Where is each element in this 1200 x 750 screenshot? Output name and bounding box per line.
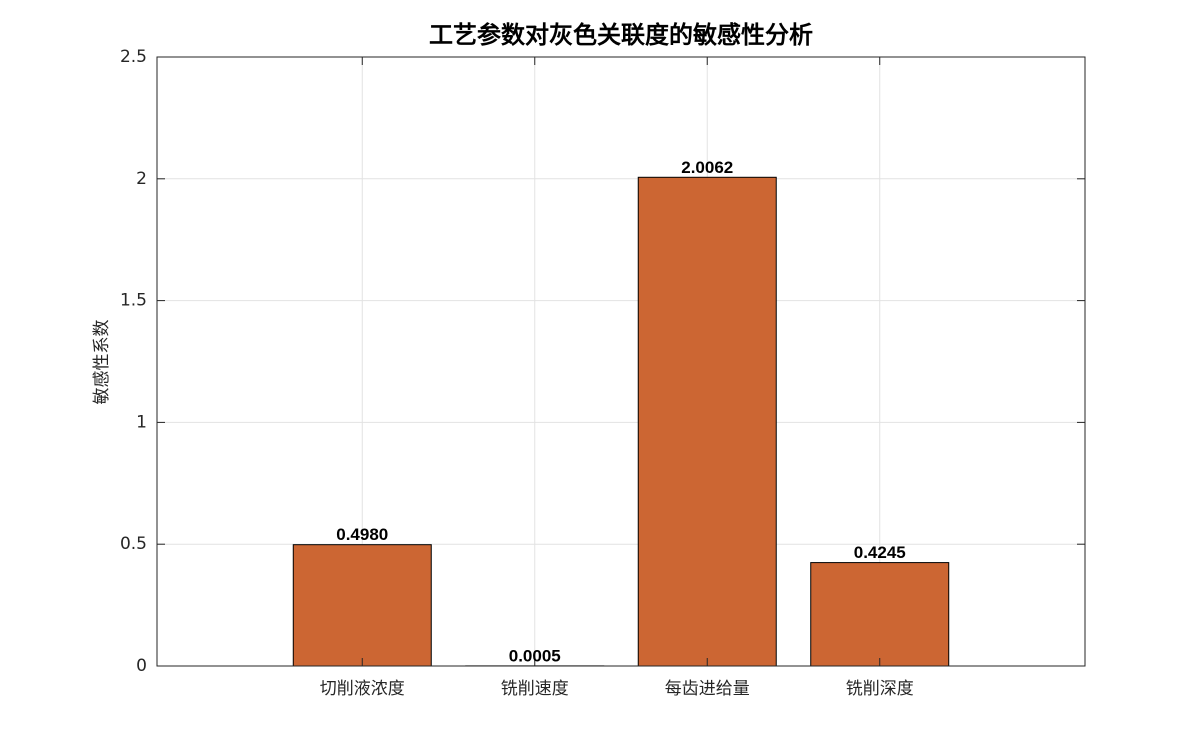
chart-title: 工艺参数对灰色关联度的敏感性分析 <box>429 21 813 49</box>
plot-frame <box>156 56 1086 667</box>
value-label: 0.4980 <box>336 525 388 544</box>
x-tick-label: 切削液浓度 <box>320 679 405 699</box>
bar <box>637 176 777 667</box>
y-tick-label: 0.5 <box>120 534 147 554</box>
y-tick-label: 1.5 <box>120 291 147 311</box>
value-label: 2.0062 <box>681 158 733 177</box>
value-label: 0.0005 <box>509 646 561 665</box>
value-label: 0.4245 <box>854 543 906 562</box>
y-tick-label: 2.5 <box>120 47 147 67</box>
y-axis-label: 敏感性系数 <box>92 320 112 405</box>
x-tick-label: 铣削深度 <box>846 679 914 699</box>
x-tick-label: 铣削速度 <box>501 679 569 699</box>
bar <box>810 562 950 667</box>
y-tick-label: 2 <box>136 169 147 189</box>
y-tick-label: 1 <box>136 412 147 432</box>
bar <box>292 544 432 667</box>
x-tick-label: 每齿进给量 <box>665 679 750 699</box>
y-tick-label: 0 <box>136 656 147 676</box>
